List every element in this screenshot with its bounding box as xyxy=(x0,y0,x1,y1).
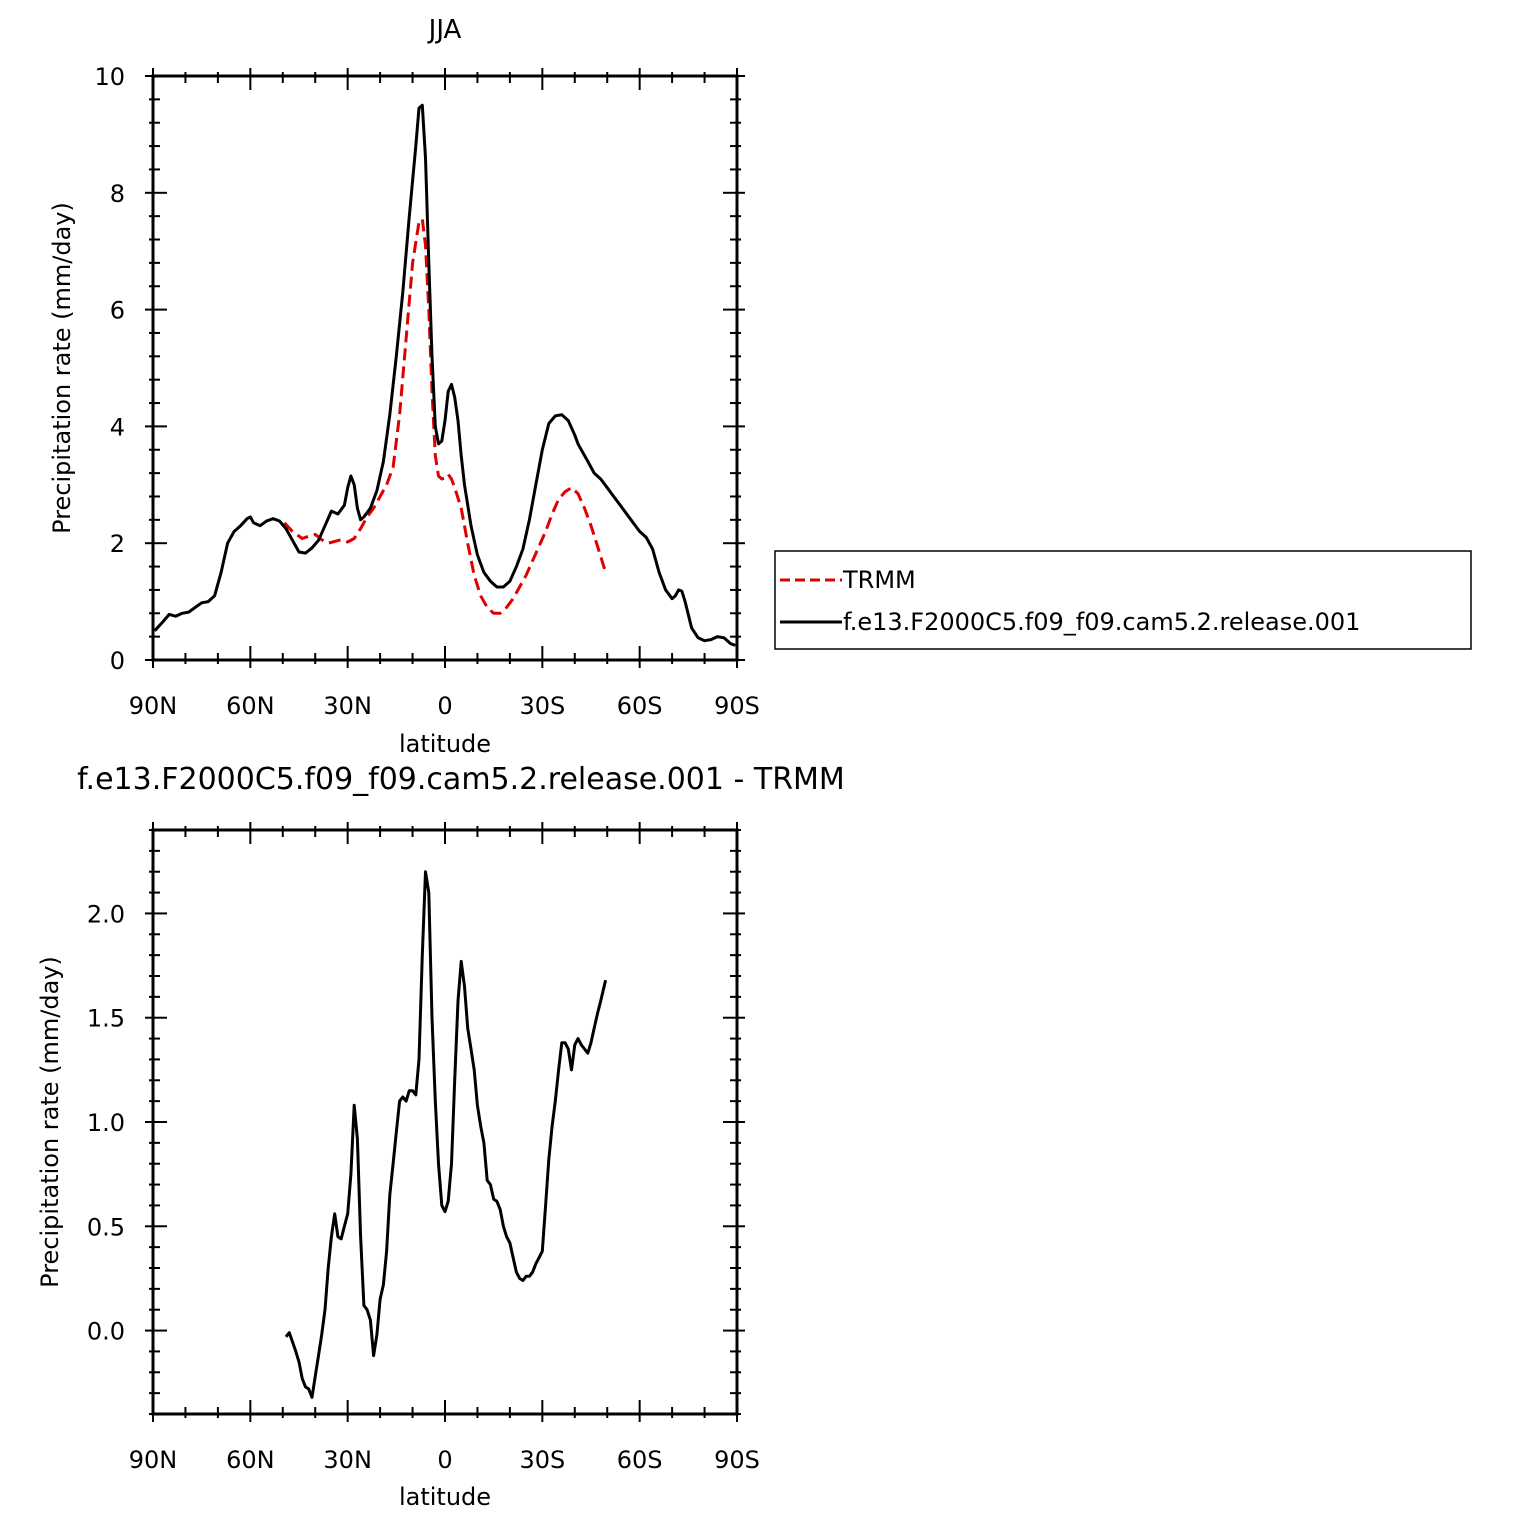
x-tick-label: 30S xyxy=(519,1446,565,1474)
y-tick-label: 6 xyxy=(110,297,125,325)
y-tick-labels: 0 2 4 6 8 10 xyxy=(94,63,125,675)
y-axis-label: Precipitation rate (mm/day) xyxy=(48,202,76,534)
data-lines xyxy=(153,103,736,647)
chart-title: f.e13.F2000C5.f09_f09.cam5.2.release.001… xyxy=(77,762,845,797)
y-tick-label: 4 xyxy=(110,413,125,441)
x-tick-label: 30S xyxy=(519,692,565,720)
x-tick-label: 60N xyxy=(226,692,275,720)
legend-box xyxy=(774,550,1472,650)
legend-label-model: f.e13.F2000C5.f09_f09.cam5.2.release.001 xyxy=(843,608,1360,636)
y-tick-label: 10 xyxy=(94,63,125,91)
series-line-trmm xyxy=(283,217,608,615)
legend: TRMM f.e13.F2000C5.f09_f09.cam5.2.releas… xyxy=(774,550,1472,650)
y-axis-label: Precipitation rate (mm/day) xyxy=(36,956,64,1288)
x-tick-label: 60N xyxy=(226,1446,275,1474)
y-tick-labels: 0.0 0.5 1.0 1.5 2.0 xyxy=(87,900,125,1345)
tick-marks xyxy=(145,68,745,668)
y-tick-label: 2.0 xyxy=(87,900,125,928)
series-line-difference xyxy=(284,870,608,1399)
y-tick-label: 2 xyxy=(110,530,125,558)
x-tick-labels: 90N 60N 30N 0 30S 60S 90S xyxy=(129,1446,760,1474)
x-tick-label: 0 xyxy=(437,692,452,720)
plot-frame xyxy=(151,74,739,662)
x-tick-label: 30N xyxy=(323,692,372,720)
y-tick-label: 1.0 xyxy=(87,1109,125,1137)
y-tick-label: 8 xyxy=(110,180,125,208)
y-tick-label: 1.5 xyxy=(87,1005,125,1033)
panel-bottom: f.e13.F2000C5.f09_f09.cam5.2.release.001… xyxy=(36,762,845,1511)
x-tick-label: 90S xyxy=(714,1446,760,1474)
plot-frame xyxy=(151,828,739,1416)
panel-top: JJA 90N 60N 30N 0 30S 60S 90S 0 2 4 6 8 10 latitude… xyxy=(48,15,760,758)
y-tick-label: 0.0 xyxy=(87,1318,125,1346)
x-tick-label: 90N xyxy=(129,692,178,720)
x-tick-label: 30N xyxy=(323,1446,372,1474)
series-line-model xyxy=(153,103,736,647)
x-tick-labels: 90N 60N 30N 0 30S 60S 90S xyxy=(129,692,760,720)
y-tick-label: 0 xyxy=(110,647,125,675)
x-axis-label: latitude xyxy=(399,1483,491,1511)
x-tick-label: 90S xyxy=(714,692,760,720)
tick-marks xyxy=(145,822,745,1422)
x-tick-label: 90N xyxy=(129,1446,178,1474)
x-tick-label: 60S xyxy=(617,1446,663,1474)
y-tick-label: 0.5 xyxy=(87,1213,125,1241)
x-tick-label: 60S xyxy=(617,692,663,720)
chart-title: JJA xyxy=(427,15,462,45)
data-lines xyxy=(284,870,608,1399)
x-axis-label: latitude xyxy=(399,730,491,758)
legend-label-trmm: TRMM xyxy=(842,566,916,594)
x-tick-label: 0 xyxy=(437,1446,452,1474)
